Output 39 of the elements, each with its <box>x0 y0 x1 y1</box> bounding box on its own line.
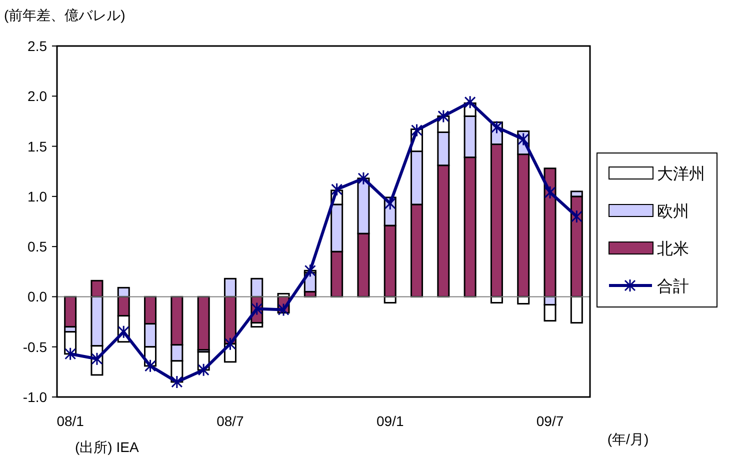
point <box>490 120 502 134</box>
legend-label: 欧州 <box>657 202 689 220</box>
legend-label: 大洋州 <box>657 165 705 183</box>
y-tick-label: -0.5 <box>22 338 48 355</box>
point <box>518 132 530 146</box>
x-tick-label: 09/1 <box>376 413 404 429</box>
y-tick-label: 1.5 <box>28 138 48 154</box>
y-tick-label: 2.5 <box>28 38 48 54</box>
chart-title: (前年差、億バレル) <box>4 7 126 23</box>
point <box>251 302 263 316</box>
y-tick-label: 0.0 <box>28 288 48 305</box>
x-tick-label: 09/7 <box>536 413 564 429</box>
point <box>278 303 290 316</box>
point <box>438 109 450 123</box>
point <box>384 196 396 210</box>
point <box>91 352 103 366</box>
point <box>144 359 156 373</box>
legend-label: 合計 <box>657 278 689 296</box>
point <box>331 182 343 196</box>
x-tick-label: 08/7 <box>216 413 244 429</box>
y-tick-label: 1.0 <box>28 188 48 204</box>
point <box>224 337 236 351</box>
point <box>464 95 476 109</box>
point <box>118 325 130 339</box>
x-tick-label: 08/1 <box>56 413 84 429</box>
y-tick-label: 2.0 <box>28 88 48 104</box>
point <box>171 375 183 389</box>
y-tick-label: -1.0 <box>22 389 48 405</box>
text: (出所) IEA <box>75 439 140 455</box>
point <box>358 172 370 186</box>
y-tick-label: 0.5 <box>28 238 48 255</box>
point <box>64 347 76 361</box>
legend-label: 北米 <box>657 240 689 258</box>
point <box>570 210 582 224</box>
x-axis-title: (年/月) <box>607 431 649 447</box>
point <box>198 363 210 377</box>
point <box>544 186 556 200</box>
point <box>304 264 316 278</box>
point <box>411 123 423 137</box>
